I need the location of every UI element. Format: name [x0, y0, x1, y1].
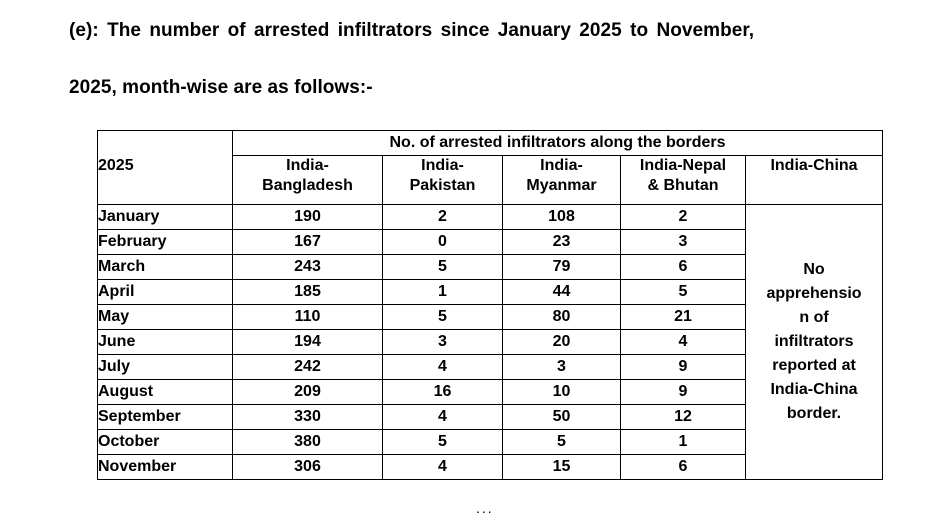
value-cell: 15	[502, 454, 621, 480]
value-cell: 209	[232, 379, 383, 405]
value-cell: 80	[502, 304, 621, 330]
table-group-header: No. of arrested infiltrators along the b…	[231, 130, 884, 156]
value-cell: 190	[232, 204, 383, 230]
india-china-note: No apprehensio n of infiltrators reported at…	[744, 204, 884, 480]
value-cell: 44	[502, 279, 621, 305]
month-cell: March	[97, 254, 233, 280]
table-corner-cell	[97, 130, 233, 156]
value-cell: 5	[620, 279, 746, 305]
column-header: India- Bangladesh	[232, 155, 383, 205]
value-cell: 4	[382, 454, 503, 480]
value-cell: 5	[382, 429, 503, 455]
value-cell: 9	[620, 354, 746, 380]
column-header-text: India-China	[770, 157, 858, 174]
india-china-note-line: No	[803, 261, 825, 278]
table-row: February 167 0 23 3	[97, 229, 883, 255]
month-cell: November	[97, 454, 233, 480]
column-header-text: India-Nepal	[639, 157, 727, 174]
value-cell: 16	[382, 379, 503, 405]
heading-line-2: 2025, month-wise are as follows:-	[69, 77, 373, 98]
value-cell: 3	[382, 329, 503, 355]
page-continuation-dots: ...	[476, 500, 494, 516]
value-cell: 380	[232, 429, 383, 455]
month-cell: July	[97, 354, 233, 380]
column-header: India-China	[744, 155, 884, 205]
month-cell: April	[97, 279, 233, 305]
table-row: November 306 4 15 6	[97, 454, 883, 480]
value-cell: 108	[502, 204, 621, 230]
value-cell: 9	[620, 379, 746, 405]
column-header: India-Nepal & Bhutan	[620, 155, 746, 205]
column-header-text: Pakistan	[409, 177, 476, 194]
value-cell: 21	[620, 304, 746, 330]
month-cell: August	[97, 379, 233, 405]
column-header-text: Myanmar	[526, 177, 597, 194]
infiltrators-table: No. of arrested infiltrators along the b…	[97, 130, 884, 480]
value-cell: 242	[232, 354, 383, 380]
value-cell: 50	[502, 404, 621, 430]
column-header-text: India-	[540, 157, 583, 174]
value-cell: 5	[382, 304, 503, 330]
month-cell: February	[97, 229, 233, 255]
column-header: India- Pakistan	[382, 155, 503, 205]
year-header: 2025	[97, 155, 233, 205]
table-group-header-row: No. of arrested infiltrators along the b…	[97, 130, 884, 156]
value-cell: 4	[620, 329, 746, 355]
value-cell: 2	[620, 204, 746, 230]
value-cell: 12	[620, 404, 746, 430]
value-cell: 5	[382, 254, 503, 280]
table-column-header-row: 2025 India- Bangladesh India- Pakistan India…	[97, 155, 884, 205]
value-cell: 79	[502, 254, 621, 280]
table-row: September 330 4 50 12	[97, 404, 883, 430]
value-cell: 4	[382, 354, 503, 380]
value-cell: 185	[232, 279, 383, 305]
value-cell: 0	[382, 229, 503, 255]
india-china-note-line: India-China	[770, 381, 858, 398]
month-cell: October	[97, 429, 233, 455]
india-china-note-line: n of	[799, 309, 829, 326]
india-china-note-line: apprehensio	[766, 285, 862, 302]
table-row: January 190 2 108 2 No apprehensio n of infiltra…	[97, 204, 884, 480]
value-cell: 1	[620, 429, 746, 455]
table-row: April 185 1 44 5	[97, 279, 883, 305]
value-cell: 194	[232, 329, 383, 355]
value-cell: 10	[502, 379, 621, 405]
table-row: July 242 4 3 9	[97, 354, 883, 380]
india-china-note-line: reported at	[772, 357, 856, 374]
value-cell: 306	[232, 454, 383, 480]
value-cell: 167	[232, 229, 383, 255]
column-header: India- Myanmar	[502, 155, 621, 205]
value-cell: 1	[382, 279, 503, 305]
india-china-note-line: border.	[786, 405, 842, 422]
heading-line-1: (e): The number of arrested infiltrators…	[69, 20, 755, 41]
value-cell: 6	[620, 454, 746, 480]
value-cell: 3	[502, 354, 621, 380]
value-cell: 20	[502, 329, 621, 355]
value-cell: 3	[620, 229, 746, 255]
value-cell: 330	[232, 404, 383, 430]
column-header-text: & Bhutan	[647, 177, 719, 194]
column-header-text: Bangladesh	[262, 177, 353, 194]
value-cell: 243	[232, 254, 383, 280]
month-cell: June	[97, 329, 233, 355]
column-header-text: India-	[421, 157, 464, 174]
value-cell: 2	[382, 204, 503, 230]
column-header-text: India-	[286, 157, 329, 174]
value-cell: 4	[382, 404, 503, 430]
month-cell: May	[97, 304, 233, 330]
month-cell: January	[97, 204, 233, 230]
value-cell: 6	[620, 254, 746, 280]
value-cell: 23	[502, 229, 621, 255]
india-china-note-line: infiltrators	[774, 333, 854, 350]
month-cell: September	[97, 404, 233, 430]
value-cell: 110	[232, 304, 383, 330]
value-cell: 5	[502, 429, 621, 455]
